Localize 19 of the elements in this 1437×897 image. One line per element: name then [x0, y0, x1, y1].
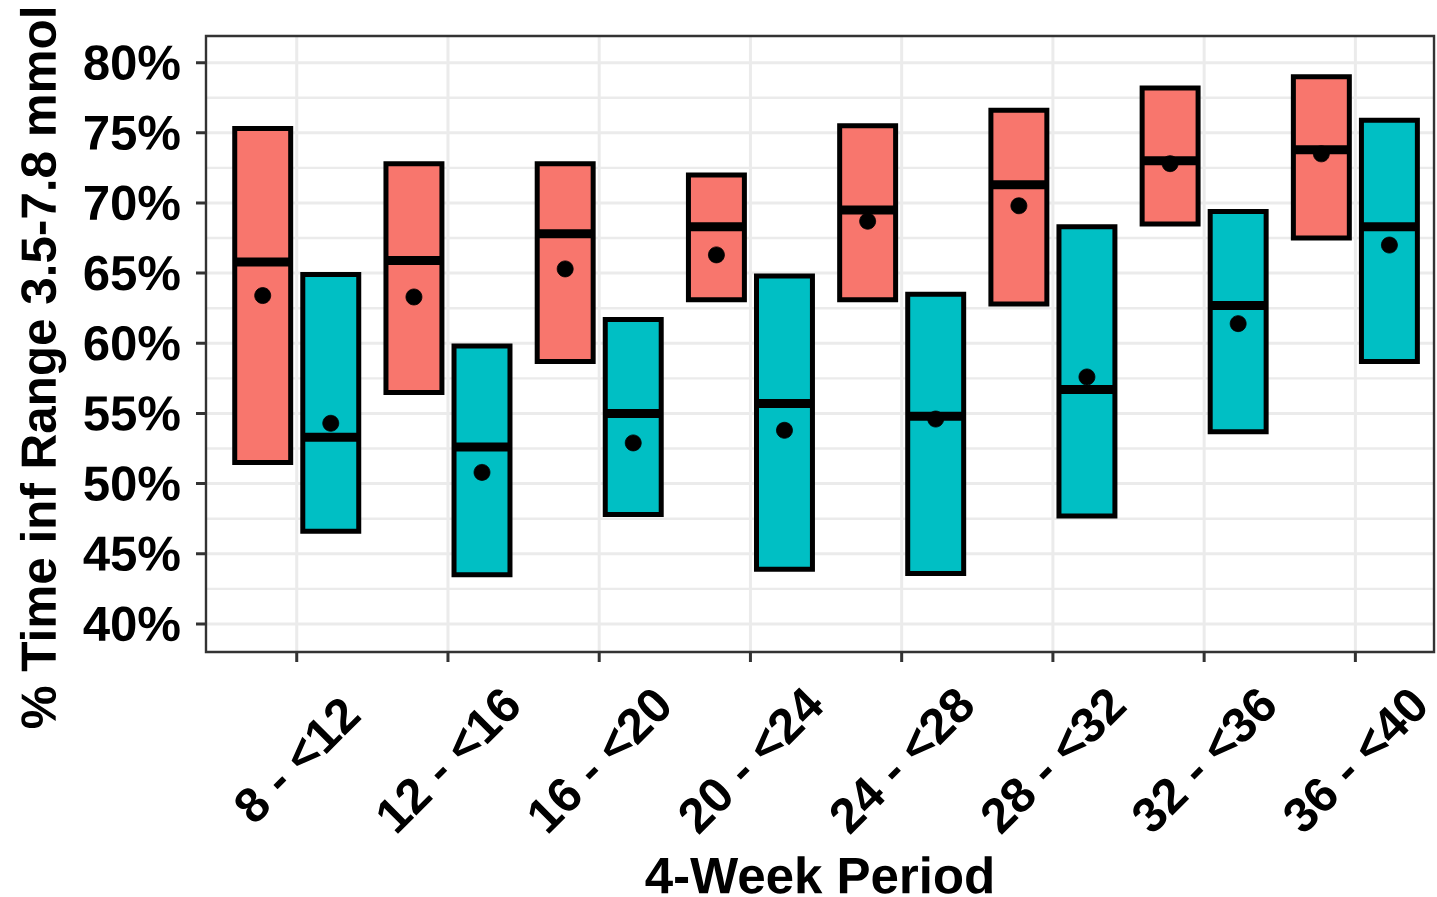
x-tick-label: 16 - <20	[529, 689, 670, 834]
x-tick-label: 28 - <32	[982, 689, 1128, 835]
y-axis-title: % Time inf Range 3.5-7.8 mmol	[19, 9, 67, 729]
y-tick-label: 70%	[84, 185, 180, 221]
y-tick-label: 75%	[84, 115, 180, 151]
x-tick-label: 20 - <24	[679, 687, 824, 835]
y-tick-label: 50%	[84, 466, 180, 501]
x-axis-title: 4-Week Period	[645, 856, 992, 894]
y-tick-label: 65%	[84, 255, 180, 291]
x-tick-label: 32 - <36	[1133, 689, 1275, 832]
y-tick-label: 40%	[83, 606, 180, 642]
y-tick-label: 80%	[84, 45, 180, 80]
y-tick-label: 60%	[84, 325, 180, 361]
y-tick-label: 45%	[83, 536, 180, 572]
x-tick-label: 8 - <12	[235, 698, 362, 822]
x-tick-label: 24 - <28	[830, 689, 973, 835]
x-tick-label: 12 - <16	[378, 689, 519, 834]
x-tick-label: 36 - <40	[1284, 689, 1426, 832]
y-tick-label: 55%	[84, 396, 180, 431]
